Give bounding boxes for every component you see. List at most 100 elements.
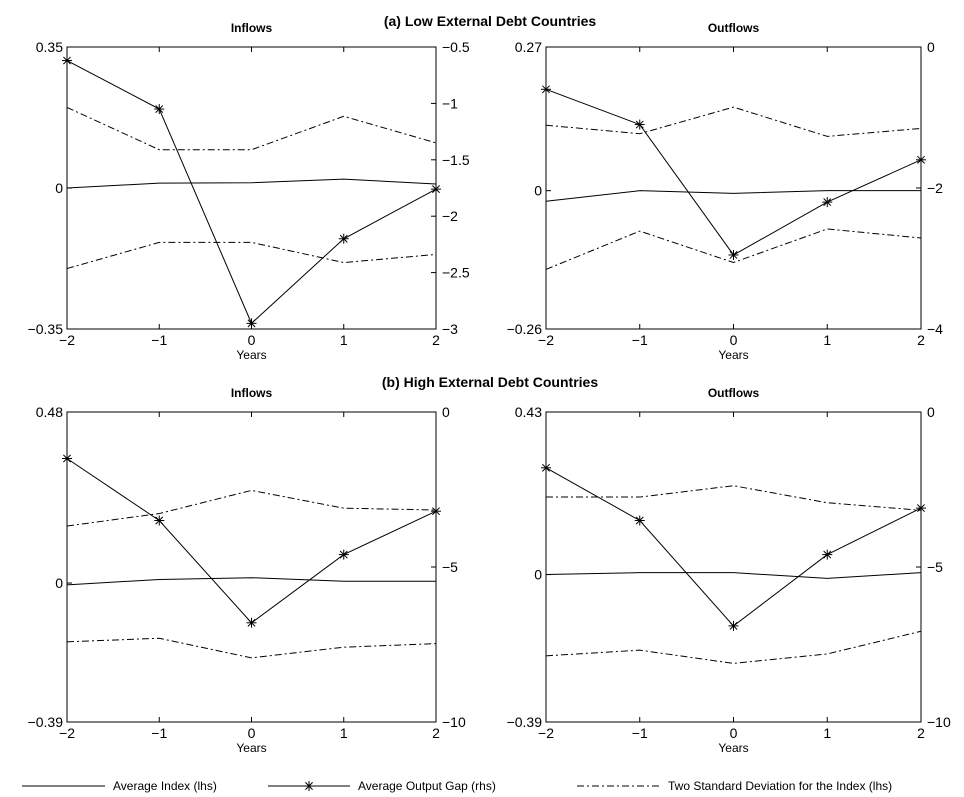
x-tick-label: 2 — [917, 332, 925, 348]
plot-frame — [545, 46, 922, 330]
y2-tick-label: −2.5 — [442, 265, 470, 281]
y-tick-label: −0.26 — [507, 321, 543, 337]
y2-tick-label: −0.5 — [442, 39, 470, 55]
y-tick-label: 0 — [55, 575, 63, 591]
x-tick-label: −2 — [59, 332, 75, 348]
x-tick-label: 1 — [823, 332, 831, 348]
y-tick-label: −0.35 — [28, 321, 64, 337]
x-tick-label: 0 — [248, 725, 256, 741]
y2-tick-label: −1 — [442, 95, 458, 111]
y-tick-label: −0.39 — [28, 714, 64, 730]
y2-tick-label: −2 — [927, 180, 943, 196]
x-tick-label: 0 — [730, 332, 738, 348]
data-point-star — [338, 233, 349, 244]
y-tick-label: 0.48 — [36, 404, 63, 420]
series-line-average-index-lhs-0 — [545, 190, 921, 202]
y-tick-label: 0.35 — [36, 39, 63, 55]
series-line-two-standard-deviation-for-the-index-lhs-2 — [66, 637, 437, 659]
panel-a-inflows: Inflows −2 −1 0 1 2 Years 0.35 0 −0.35 −0.5 −1 −1.5 −… — [28, 21, 470, 362]
series-line-two-standard-deviation-for-the-index-lhs-1 — [66, 489, 437, 527]
panel-title: Outflows — [708, 21, 760, 35]
x-tick-label: −1 — [151, 725, 167, 741]
y-tick-label: 0 — [534, 183, 542, 199]
y2-tick-label: 0 — [927, 39, 935, 55]
data-point-star — [338, 549, 349, 560]
x-tick-label: 1 — [823, 725, 831, 741]
x-tick-label: 2 — [917, 725, 925, 741]
panel-a-outflows: Outflows −2 −1 0 1 2 Years 0.27 0 −0.26 0 −2 −4 — [507, 21, 944, 362]
section-title-b: (b) High External Debt Countries — [382, 374, 598, 390]
x-tick-label: −2 — [59, 725, 75, 741]
x-tick-label: −1 — [632, 332, 648, 348]
x-tick-label: 2 — [432, 725, 440, 741]
data-point-star — [634, 515, 645, 526]
series-line-two-standard-deviation-for-the-index-lhs-1 — [66, 106, 437, 151]
x-tick-label: −1 — [151, 332, 167, 348]
y2-tick-label: −10 — [442, 714, 466, 730]
legend: Average Index (lhs) Average Output Gap (… — [22, 779, 892, 793]
x-tick-label: 0 — [730, 725, 738, 741]
series-line-average-index-lhs-0 — [545, 572, 922, 579]
legend-star-marker — [304, 781, 314, 791]
series-line-two-standard-deviation-for-the-index-lhs-1 — [545, 106, 922, 137]
y-tick-label: 0.43 — [515, 404, 542, 420]
series-line-average-output-gap-rhs-3 — [545, 467, 922, 627]
data-point-star — [154, 104, 165, 115]
panel-title: Inflows — [231, 21, 273, 35]
data-point-star — [822, 197, 833, 208]
x-tick-label: 1 — [340, 725, 348, 741]
legend-label-average-index: Average Index (lhs) — [113, 779, 217, 793]
legend-label-output-gap: Average Output Gap (rhs) — [358, 779, 496, 793]
y2-tick-label: −10 — [927, 714, 951, 730]
legend-label-two-std: Two Standard Deviation for the Index (lh… — [668, 779, 892, 793]
series-line-average-index-lhs-0 — [66, 178, 437, 189]
data-point-star — [728, 249, 739, 260]
x-axis-label: Years — [718, 741, 748, 755]
x-tick-label: 0 — [248, 332, 256, 348]
y2-tick-label: −5 — [442, 559, 458, 575]
data-point-star — [246, 318, 257, 329]
x-tick-label: 1 — [340, 332, 348, 348]
data-point-star — [62, 453, 72, 464]
data-point-star — [541, 462, 551, 473]
series-line-two-standard-deviation-for-the-index-lhs-2 — [66, 241, 437, 270]
series-line-two-standard-deviation-for-the-index-lhs-2 — [545, 228, 922, 270]
data-point-star — [541, 84, 551, 95]
data-point-star — [246, 617, 257, 628]
y-tick-label: 0.27 — [515, 39, 542, 55]
data-point-star — [916, 154, 926, 165]
data-point-star — [916, 503, 926, 514]
panel-title: Outflows — [708, 386, 760, 400]
y-tick-label: 0 — [534, 567, 542, 583]
series-line-average-output-gap-rhs-3 — [66, 60, 437, 325]
y2-tick-label: −4 — [927, 321, 943, 337]
y2-tick-label: −1.5 — [442, 152, 470, 168]
series-line-two-standard-deviation-for-the-index-lhs-2 — [545, 630, 922, 664]
y2-tick-label: 0 — [442, 404, 450, 420]
series-line-average-output-gap-rhs-3 — [66, 458, 437, 624]
section-title-a: (a) Low External Debt Countries — [384, 13, 597, 29]
data-point-star — [634, 119, 645, 130]
x-tick-label: 2 — [432, 332, 440, 348]
plot-frame — [545, 411, 922, 723]
y2-tick-label: −3 — [442, 321, 458, 337]
y-tick-label: 0 — [55, 180, 63, 196]
x-tick-label: −2 — [538, 332, 554, 348]
x-axis-label: Years — [718, 348, 748, 362]
series-line-average-index-lhs-0 — [66, 577, 436, 586]
x-tick-label: −1 — [632, 725, 648, 741]
y-tick-label: −0.39 — [507, 714, 543, 730]
x-axis-label: Years — [236, 741, 266, 755]
data-point-star — [822, 549, 833, 560]
data-point-star — [154, 515, 165, 526]
panel-title: Inflows — [231, 386, 273, 400]
x-tick-label: −2 — [538, 725, 554, 741]
series-line-average-output-gap-rhs-3 — [545, 88, 922, 256]
data-point-star — [431, 506, 441, 517]
y2-tick-label: 0 — [927, 404, 935, 420]
series-line-two-standard-deviation-for-the-index-lhs-1 — [546, 485, 922, 511]
data-point-star — [728, 620, 739, 631]
